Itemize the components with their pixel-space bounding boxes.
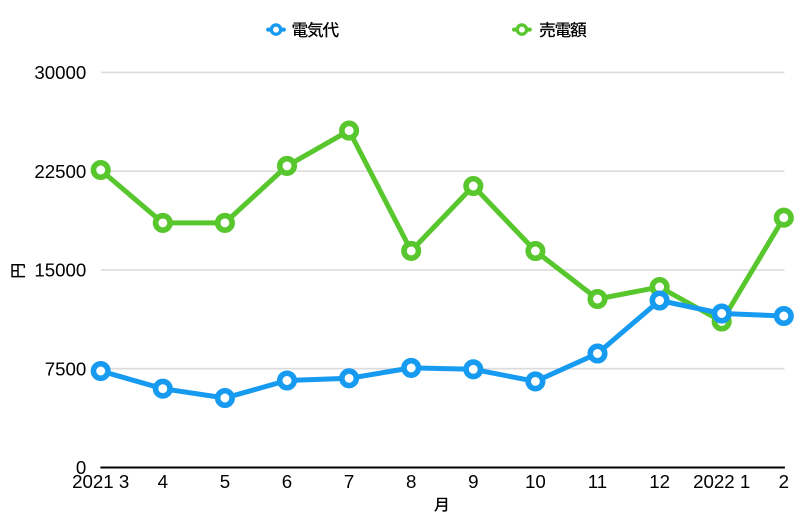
svg-text:11: 11 [588, 471, 607, 492]
svg-text:9: 9 [468, 471, 478, 492]
svg-text:6: 6 [282, 471, 292, 492]
svg-text:2: 2 [779, 471, 789, 492]
svg-text:2021 3: 2021 3 [72, 471, 129, 492]
svg-text:10: 10 [525, 471, 546, 492]
svg-text:5: 5 [220, 471, 230, 492]
svg-text:7500: 7500 [45, 358, 87, 379]
svg-text:12: 12 [649, 471, 670, 492]
svg-text:7: 7 [344, 471, 354, 492]
svg-text:8: 8 [406, 471, 416, 492]
svg-text:2022 1: 2022 1 [693, 471, 750, 492]
svg-text:4: 4 [158, 471, 168, 492]
svg-text:22500: 22500 [34, 161, 86, 182]
svg-text:0: 0 [76, 457, 86, 478]
svg-text:30000: 30000 [34, 62, 86, 83]
svg-text:15000: 15000 [34, 260, 86, 281]
